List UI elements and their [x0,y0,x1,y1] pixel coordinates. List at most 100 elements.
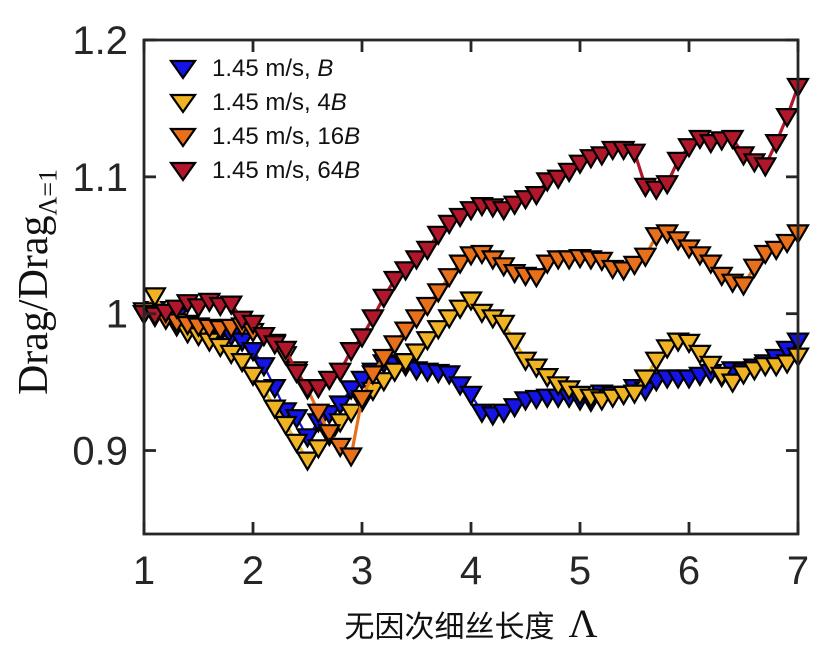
data-point-triangle-down [295,451,320,472]
data-point-triangle-down [775,233,800,255]
data-point-triangle-down [677,333,701,355]
x-axis-label-text: 无因次细丝长度 [344,611,555,644]
data-point-triangle-down [371,372,396,393]
data-point-triangle-down [491,201,516,222]
data-point-triangle-down [502,398,527,419]
legend-marker-triangle-down-icon [168,93,198,114]
data-point-triangle-down [557,162,582,184]
x-tick-label: 2 [242,549,264,593]
y-axis-label-subscript: Λ=1 [33,168,63,216]
data-point-triangle-down [284,363,309,385]
y-axis-label: Drag/DragΛ=1 [10,169,62,396]
data-point-triangle-down [589,146,614,167]
legend-item-4b: 1.45 m/s, 4B [168,86,360,120]
data-point-triangle-down [622,255,647,277]
data-point-triangle-down [775,108,800,129]
data-point-triangle-down [164,299,189,320]
data-point-triangle-down [687,344,712,366]
data-point-triangle-down [219,295,244,316]
data-point-triangle-down [317,424,342,445]
data-point-triangle-down [382,335,407,356]
data-point-triangle-down [459,291,483,312]
data-point-triangle-down [306,403,331,424]
y-tick-label: 1.1 [72,156,128,200]
legend: 1.45 m/s, B 1.45 m/s, 4B 1.45 m/s, 16B 1… [168,52,360,188]
data-point-triangle-down [339,403,364,424]
data-point-triangle-down [273,340,298,361]
x-axis-label-symbol: Λ [568,601,598,646]
data-point-triangle-down [251,380,276,401]
data-point-triangle-down [644,351,669,372]
data-point-triangle-down [404,343,429,364]
data-point-triangle-down [230,353,255,374]
data-point-triangle-down [731,276,756,297]
data-point-triangle-down [764,134,789,155]
legend-item-64b: 1.45 m/s, 64B [168,154,360,188]
data-point-triangle-down [448,299,473,320]
data-point-triangle-down [742,258,767,279]
data-point-triangle-down [448,207,473,229]
data-point-triangle-down [415,240,440,262]
data-point-triangle-down [262,399,287,420]
data-point-triangle-down [426,320,451,341]
legend-item-b: 1.45 m/s, B [168,52,360,86]
data-point-triangle-down [448,254,473,275]
data-point-triangle-down [753,157,778,178]
data-point-triangle-down [698,355,723,376]
legend-marker-triangle-down-icon [168,127,198,148]
data-point-triangle-down [633,369,658,390]
data-point-triangle-down [371,288,396,309]
legend-item-16b: 1.45 m/s, 16B [168,120,360,154]
data-point-triangle-down [502,332,527,353]
data-point-triangle-down [284,433,309,454]
series-64b-markers [132,77,810,400]
x-tick-label: 6 [678,549,700,593]
legend-marker-triangle-down-icon [168,161,198,182]
data-point-triangle-down [241,366,265,387]
data-point-triangle-down [459,385,483,407]
data-point-triangle-down [350,389,374,411]
data-point-triangle-down [382,362,407,383]
series-64b [132,77,810,400]
data-point-triangle-down [339,342,364,363]
data-point-triangle-down [306,379,331,400]
data-point-triangle-down [426,283,451,304]
data-point-triangle-down [317,370,342,392]
legend-label: 1.45 m/s, B [212,55,334,82]
data-point-triangle-down [677,138,701,159]
data-point-triangle-down [328,362,353,383]
data-point-triangle-down [273,415,298,437]
data-point-triangle-down [611,261,636,282]
data-point-triangle-down [360,309,385,330]
y-axis-label-main: Drag/Drag [11,215,57,396]
series-4b-markers [132,287,810,472]
data-point-triangle-down [633,247,658,268]
data-point-triangle-down [186,298,211,319]
legend-marker-triangle-down-icon [168,59,198,80]
x-tick-label: 5 [569,549,591,593]
data-point-triangle-down [546,169,571,190]
data-point-triangle-down [393,321,418,342]
data-point-triangle-down [328,413,353,434]
data-point-triangle-down [622,143,647,164]
data-point-triangle-down [491,314,516,335]
data-point-triangle-down [502,195,527,216]
data-point-triangle-down [720,129,745,151]
data-point-triangle-down [350,370,374,392]
data-point-triangle-down [524,186,549,207]
data-point-triangle-down [622,384,647,405]
x-tick-label: 3 [351,549,373,593]
y-tick-label: 0.9 [72,430,128,474]
series-4b [132,287,810,472]
legend-label: 1.45 m/s, 4B [212,89,347,116]
x-tick-label: 7 [787,549,809,593]
data-point-triangle-down [764,240,789,262]
data-point-triangle-down [393,261,418,282]
data-point-triangle-down [306,439,331,460]
data-point-triangle-down [437,365,462,386]
data-point-triangle-down [393,353,418,374]
legend-label: 1.45 m/s, 64B [212,157,361,184]
legend-label: 1.45 m/s, 16B [212,123,361,150]
data-point-triangle-down [415,296,440,318]
